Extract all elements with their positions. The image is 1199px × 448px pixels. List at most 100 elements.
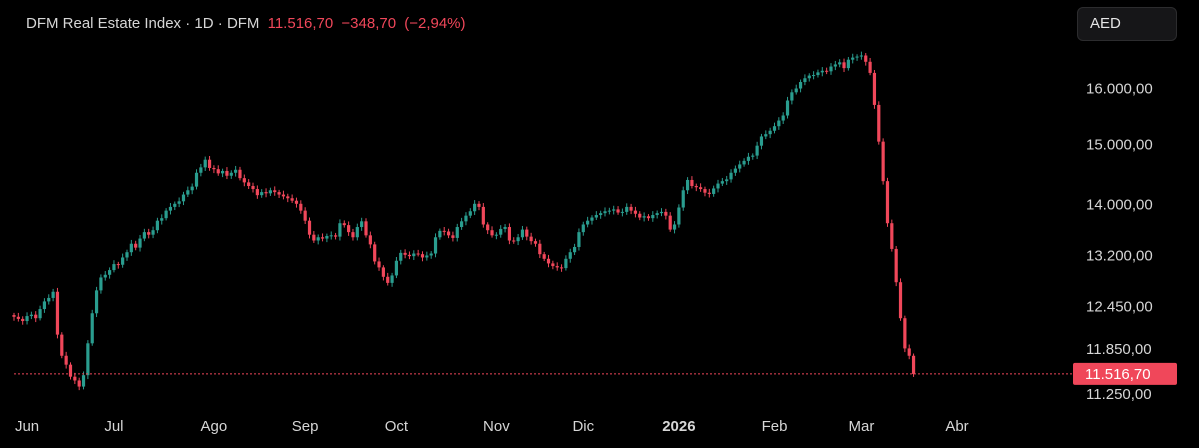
candle-body — [781, 115, 785, 121]
candle — [25, 312, 29, 325]
candle-body — [599, 213, 603, 216]
candle — [516, 233, 520, 246]
candle — [803, 74, 807, 86]
candle-body — [629, 206, 633, 211]
candle — [16, 312, 20, 322]
candle-body — [890, 223, 894, 249]
candle-body — [746, 156, 751, 161]
candle — [433, 233, 438, 258]
candle — [838, 59, 842, 68]
candle — [264, 188, 268, 198]
candle-body — [546, 258, 551, 264]
candle-body — [833, 64, 837, 67]
candle-body — [829, 66, 833, 72]
candle-body — [594, 215, 598, 218]
candle-body — [642, 216, 646, 218]
candle-body — [238, 169, 242, 179]
candle — [229, 170, 233, 179]
candle-body — [738, 164, 742, 169]
candle — [81, 371, 86, 390]
candle-body — [147, 232, 151, 235]
candle-body — [633, 210, 638, 214]
candle — [399, 249, 403, 265]
candle-body — [360, 221, 364, 228]
candle — [420, 251, 425, 262]
candle — [894, 245, 898, 287]
candle-body — [407, 254, 412, 257]
candle — [898, 278, 903, 321]
candle — [108, 267, 112, 279]
candle-body — [442, 230, 446, 232]
candle — [659, 208, 664, 217]
candle-body — [364, 221, 368, 236]
candle — [142, 228, 146, 242]
candle — [329, 231, 333, 240]
candle — [242, 174, 246, 187]
candle — [134, 240, 138, 251]
candle — [651, 211, 655, 222]
candle — [368, 231, 372, 249]
candle — [160, 214, 164, 225]
candle-body — [820, 70, 824, 73]
candle-body — [885, 181, 890, 224]
candle — [112, 260, 116, 273]
x-axis[interactable]: Jun Jul Ago Sep Oct Nov Dic 2026 Feb Mar Abr — [15, 418, 969, 435]
candle-body — [229, 172, 233, 176]
candle-body — [273, 190, 277, 193]
candle — [842, 58, 846, 73]
candle — [325, 233, 329, 243]
candle-body — [481, 206, 485, 225]
interval-label[interactable]: 1D — [194, 15, 214, 32]
candle — [451, 231, 455, 242]
candle-body — [616, 209, 620, 213]
candle-body — [555, 266, 559, 268]
separator-1: · — [185, 15, 191, 32]
candle — [603, 207, 607, 217]
candle — [538, 239, 542, 259]
candle — [121, 253, 125, 268]
currency-button[interactable]: AED — [1077, 7, 1177, 41]
candle-body — [812, 75, 816, 77]
candle — [616, 206, 620, 215]
candle-body — [12, 315, 16, 317]
candle — [103, 271, 107, 281]
candle-body — [186, 190, 190, 195]
candle — [564, 255, 568, 271]
last-price-badge: 11.516,70 — [1073, 362, 1177, 385]
candle — [360, 217, 364, 231]
candle-body — [181, 194, 186, 202]
candle — [546, 254, 551, 268]
candle-body — [42, 301, 47, 310]
candle — [742, 158, 746, 167]
candle-body — [638, 213, 642, 218]
candle-body — [646, 216, 651, 219]
symbol-name[interactable]: DFM Real Estate Index — [26, 15, 182, 32]
candle-body — [312, 234, 316, 241]
candle — [625, 203, 629, 215]
candle-body — [416, 253, 420, 255]
candle — [555, 262, 559, 271]
candle-body — [677, 207, 681, 225]
candle — [225, 167, 229, 180]
candle-body — [603, 211, 607, 214]
candle — [425, 251, 429, 261]
candle-body — [473, 203, 477, 212]
candle — [490, 226, 494, 238]
candle — [512, 237, 516, 244]
candle-body — [320, 237, 325, 239]
candle-body — [299, 203, 303, 211]
y-tick-label: 11.850,00 — [1086, 341, 1152, 358]
candle — [881, 138, 885, 185]
candle-body — [685, 179, 690, 191]
y-axis[interactable]: 16.000,00 15.000,00 14.000,00 13.200,00 12.4… — [1086, 81, 1153, 404]
candle — [55, 287, 60, 339]
last-price-badge-label: 11.516,70 — [1085, 366, 1151, 383]
candle — [694, 183, 698, 192]
candle — [12, 312, 16, 321]
candle-body — [34, 314, 38, 319]
candle-body — [377, 261, 381, 268]
candle-body — [664, 211, 668, 216]
candle-body — [572, 246, 577, 253]
candle — [164, 208, 168, 221]
